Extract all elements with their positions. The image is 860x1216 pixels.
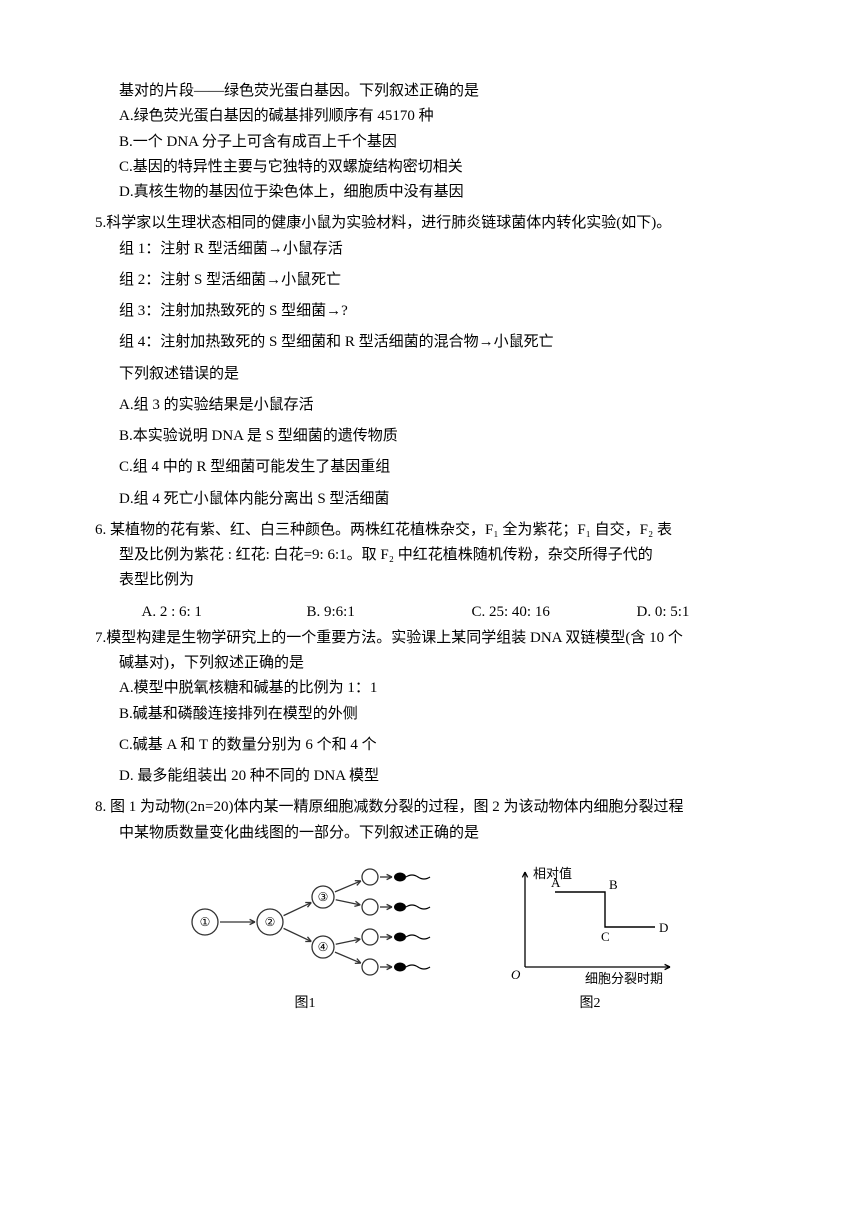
- figure-1-block: ① ② ③ ④ 图1: [175, 857, 435, 1015]
- q8-stem-line1: 8. 图 1 为动物(2n=20)体内某一精原细胞减数分裂的过程，图 2 为该动…: [95, 796, 765, 819]
- q5-stem: 5.科学家以生理状态相同的健康小鼠为实验材料，进行肺炎链球菌体内转化实验(如下)…: [95, 212, 765, 235]
- q6-stem-line3: 表型比例为: [95, 569, 765, 592]
- q5-option-b: B.本实验说明 DNA 是 S 型细菌的遗传物质: [95, 425, 765, 448]
- svg-text:C: C: [601, 929, 610, 944]
- q5-group-3: 组 3：注射加热致死的 S 型细菌→?: [95, 300, 765, 323]
- q5-option-c: C.组 4 中的 R 型细菌可能发生了基因重组: [95, 456, 765, 479]
- q4-option-d: D.真核生物的基因位于染色体上，细胞质中没有基因: [95, 181, 765, 204]
- svg-text:B: B: [609, 877, 618, 892]
- q6-option-b: B. 9:6:1: [307, 601, 472, 624]
- q7-option-d: D. 最多能组装出 20 种不同的 DNA 模型: [95, 765, 765, 788]
- q4-stem-tail: 基对的片段——绿色荧光蛋白基因。下列叙述正确的是: [95, 80, 765, 103]
- figure-1-diagram: ① ② ③ ④: [175, 857, 435, 987]
- q7-stem-line1: 7.模型构建是生物学研究上的一个重要方法。实验课上某同学组装 DNA 双链模型(…: [95, 627, 765, 650]
- q8-stem-line2: 中某物质数量变化曲线图的一部分。下列叙述正确的是: [95, 822, 765, 845]
- q6-option-a: A. 2 : 6: 1: [142, 601, 307, 624]
- svg-text:细胞分裂时期: 细胞分裂时期: [585, 971, 663, 986]
- q5-option-d: D.组 4 死亡小鼠体内能分离出 S 型活细菌: [95, 488, 765, 511]
- q6-options-row: A. 2 : 6: 1 B. 9:6:1 C. 25: 40: 16 D. 0:…: [95, 601, 765, 624]
- svg-text:相对值: 相对值: [533, 866, 572, 881]
- q4-option-c: C.基因的特异性主要与它独特的双螺旋结构密切相关: [95, 156, 765, 179]
- q7-option-b: B.碱基和磷酸连接排列在模型的外侧: [95, 703, 765, 726]
- svg-text:②: ②: [265, 915, 276, 929]
- q7-stem-line2: 碱基对)，下列叙述正确的是: [95, 652, 765, 675]
- figure-2-chart: ABCD相对值细胞分裂时期O: [495, 857, 685, 987]
- q6-option-d: D. 0: 5:1: [637, 601, 690, 624]
- q4-option-b: B.一个 DNA 分子上可含有成百上千个基因: [95, 131, 765, 154]
- figure-1-caption: 图1: [295, 993, 316, 1015]
- q6-option-c: C. 25: 40: 16: [472, 601, 637, 624]
- figures-row: ①②③④ 图1 ABCD相对值细胞分裂时期O 图2: [95, 857, 765, 1015]
- svg-text:D: D: [659, 920, 668, 935]
- q5-group-2: 组 2：注射 S 型活细菌→小鼠死亡: [95, 269, 765, 292]
- q7-option-c: C.碱基 A 和 T 的数量分别为 6 个和 4 个: [95, 734, 765, 757]
- svg-text:O: O: [511, 967, 521, 982]
- q5-group-1: 组 1：注射 R 型活细菌→小鼠存活: [95, 238, 765, 261]
- svg-text:④: ④: [318, 940, 329, 954]
- svg-text:③: ③: [318, 890, 329, 904]
- figure-2-block: ABCD相对值细胞分裂时期O 图2: [495, 857, 685, 1015]
- q5-group-4: 组 4：注射加热致死的 S 型细菌和 R 型活细菌的混合物→小鼠死亡: [95, 331, 765, 354]
- svg-text:①: ①: [200, 915, 211, 929]
- q5-option-a: A.组 3 的实验结果是小鼠存活: [95, 394, 765, 417]
- figure-2-caption: 图2: [580, 993, 601, 1015]
- q7-option-a: A.模型中脱氧核糖和碱基的比例为 1：1: [95, 677, 765, 700]
- q6-stem-line2: 型及比例为紫花 : 红花: 白花=9: 6:1。取 F₂ 中红花植株随机传粉，杂…: [95, 544, 765, 567]
- q6-stem-line1: 6. 某植物的花有紫、红、白三种颜色。两株红花植株杂交，F₁ 全为紫花；F₁ 自…: [95, 519, 765, 542]
- q5-ask: 下列叙述错误的是: [95, 363, 765, 386]
- q4-option-a: A.绿色荧光蛋白基因的碱基排列顺序有 45170 种: [95, 105, 765, 128]
